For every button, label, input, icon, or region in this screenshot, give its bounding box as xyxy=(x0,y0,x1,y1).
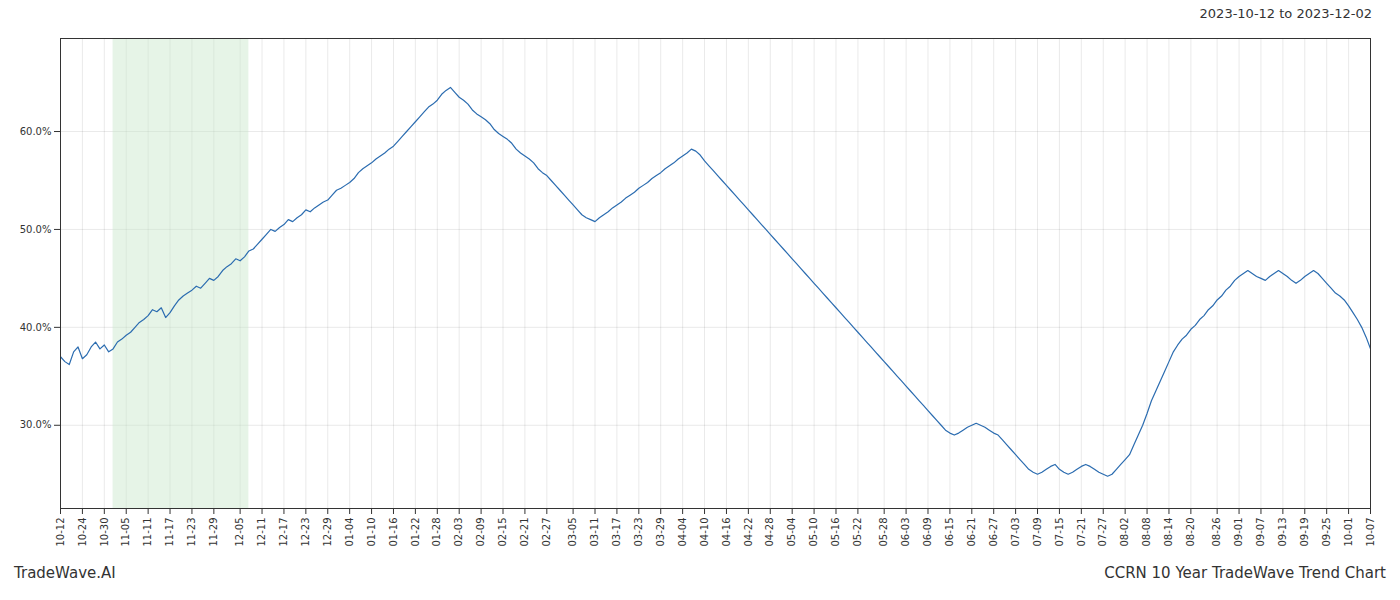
svg-text:03-23: 03-23 xyxy=(633,518,644,547)
svg-text:11-29: 11-29 xyxy=(208,518,219,547)
svg-text:08-02: 08-02 xyxy=(1119,518,1130,547)
svg-text:01-16: 01-16 xyxy=(388,518,399,547)
svg-text:12-17: 12-17 xyxy=(278,518,289,547)
svg-text:07-03: 07-03 xyxy=(1010,518,1021,547)
svg-text:02-03: 02-03 xyxy=(453,518,464,547)
svg-text:06-15: 06-15 xyxy=(944,518,955,547)
svg-text:09-07: 09-07 xyxy=(1255,518,1266,547)
svg-text:04-16: 04-16 xyxy=(721,518,732,547)
svg-text:07-27: 07-27 xyxy=(1097,518,1108,547)
svg-text:05-28: 05-28 xyxy=(878,518,889,547)
svg-text:06-27: 06-27 xyxy=(988,518,999,547)
svg-text:12-29: 12-29 xyxy=(322,518,333,547)
svg-text:12-11: 12-11 xyxy=(256,518,267,547)
svg-text:04-22: 04-22 xyxy=(743,518,754,547)
svg-text:01-28: 01-28 xyxy=(431,518,442,547)
svg-text:04-04: 04-04 xyxy=(677,518,688,547)
svg-text:06-09: 06-09 xyxy=(922,518,933,547)
svg-text:02-21: 02-21 xyxy=(519,518,530,547)
svg-text:07-09: 07-09 xyxy=(1032,518,1043,547)
svg-text:03-29: 03-29 xyxy=(655,518,666,547)
svg-text:09-19: 09-19 xyxy=(1299,518,1310,547)
svg-text:11-11: 11-11 xyxy=(142,518,153,547)
svg-text:08-14: 08-14 xyxy=(1163,518,1174,547)
svg-text:04-10: 04-10 xyxy=(699,518,710,547)
svg-text:02-27: 02-27 xyxy=(541,518,552,547)
svg-text:02-09: 02-09 xyxy=(475,518,486,547)
svg-text:01-22: 01-22 xyxy=(410,518,421,547)
svg-text:11-23: 11-23 xyxy=(186,518,197,547)
svg-text:04-28: 04-28 xyxy=(764,518,775,547)
svg-text:05-22: 05-22 xyxy=(852,518,863,547)
svg-text:02-15: 02-15 xyxy=(497,518,508,547)
svg-text:07-15: 07-15 xyxy=(1054,518,1065,547)
svg-text:30.0%: 30.0% xyxy=(20,419,52,430)
svg-text:10-24: 10-24 xyxy=(77,518,88,547)
svg-text:60.0%: 60.0% xyxy=(20,126,52,137)
svg-text:05-10: 05-10 xyxy=(808,518,819,547)
svg-text:40.0%: 40.0% xyxy=(20,322,52,333)
svg-text:08-26: 08-26 xyxy=(1211,518,1222,547)
svg-text:08-08: 08-08 xyxy=(1141,518,1152,547)
svg-text:10-30: 10-30 xyxy=(99,518,110,547)
svg-text:10-12: 10-12 xyxy=(55,518,66,547)
svg-text:05-16: 05-16 xyxy=(830,518,841,547)
svg-text:03-17: 03-17 xyxy=(611,518,622,547)
svg-text:03-11: 03-11 xyxy=(589,518,600,547)
svg-text:05-04: 05-04 xyxy=(786,518,797,547)
svg-text:01-10: 01-10 xyxy=(366,518,377,547)
svg-text:10-01: 10-01 xyxy=(1343,518,1354,547)
svg-text:03-05: 03-05 xyxy=(567,518,578,547)
svg-text:12-23: 12-23 xyxy=(300,518,311,547)
svg-text:50.0%: 50.0% xyxy=(20,224,52,235)
svg-text:09-25: 09-25 xyxy=(1321,518,1332,547)
svg-text:11-17: 11-17 xyxy=(164,518,175,547)
svg-text:10-07: 10-07 xyxy=(1365,518,1376,547)
svg-text:08-20: 08-20 xyxy=(1185,518,1196,547)
svg-text:12-05: 12-05 xyxy=(234,518,245,547)
html-text:2023-10-12 to 2023-12-02: 2023-10-12 to 2023-12-02 xyxy=(1199,6,1372,21)
html-text:TradeWave.AI: TradeWave.AI xyxy=(14,564,116,582)
svg-text:06-03: 06-03 xyxy=(900,518,911,547)
svg-text:11-05: 11-05 xyxy=(120,518,131,547)
html-text:CCRN 10 Year TradeWave Trend C: CCRN 10 Year TradeWave Trend Chart xyxy=(1104,564,1386,582)
svg-text:07-21: 07-21 xyxy=(1076,518,1087,547)
svg-text:06-21: 06-21 xyxy=(966,518,977,547)
svg-text:09-13: 09-13 xyxy=(1277,518,1288,547)
svg-text:09-01: 09-01 xyxy=(1233,518,1244,547)
svg-text:01-04: 01-04 xyxy=(344,518,355,547)
